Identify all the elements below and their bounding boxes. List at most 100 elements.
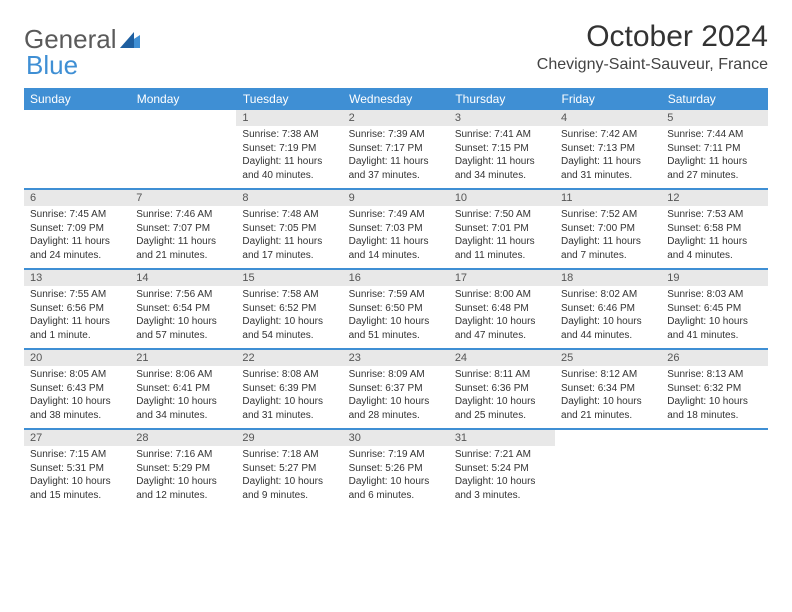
day-cell: Sunrise: 7:16 AMSunset: 5:29 PMDaylight:… [130, 446, 236, 508]
day-header: Sunday [24, 88, 130, 110]
day-cell: Sunrise: 7:56 AMSunset: 6:54 PMDaylight:… [130, 286, 236, 349]
daylight-text: Daylight: 10 hours and 57 minutes. [136, 315, 230, 342]
sunrise-text: Sunrise: 8:11 AM [455, 368, 549, 382]
sunset-text: Sunset: 6:45 PM [667, 302, 761, 316]
day-number-cell: 20 [24, 350, 130, 366]
daylight-text: Daylight: 10 hours and 31 minutes. [242, 395, 336, 422]
daylight-text: Daylight: 11 hours and 11 minutes. [455, 235, 549, 262]
sunset-text: Sunset: 6:39 PM [242, 382, 336, 396]
day-number-cell: 10 [449, 190, 555, 206]
day-number-cell: 31 [449, 430, 555, 446]
day-cell: Sunrise: 7:53 AMSunset: 6:58 PMDaylight:… [661, 206, 767, 269]
sunrise-text: Sunrise: 8:09 AM [349, 368, 443, 382]
sunset-text: Sunset: 6:58 PM [667, 222, 761, 236]
sunrise-text: Sunrise: 7:53 AM [667, 208, 761, 222]
sunset-text: Sunset: 5:24 PM [455, 462, 549, 476]
day-number-cell [130, 110, 236, 126]
day-number-cell: 30 [343, 430, 449, 446]
sunrise-text: Sunrise: 8:03 AM [667, 288, 761, 302]
daylight-text: Daylight: 10 hours and 44 minutes. [561, 315, 655, 342]
day-header: Friday [555, 88, 661, 110]
day-number-cell [24, 110, 130, 126]
daylight-text: Daylight: 11 hours and 24 minutes. [30, 235, 124, 262]
day-number-cell: 18 [555, 270, 661, 286]
day-cell: Sunrise: 8:11 AMSunset: 6:36 PMDaylight:… [449, 366, 555, 429]
day-content-row: Sunrise: 8:05 AMSunset: 6:43 PMDaylight:… [24, 366, 768, 429]
daylight-text: Daylight: 10 hours and 54 minutes. [242, 315, 336, 342]
day-number-cell: 21 [130, 350, 236, 366]
sunrise-text: Sunrise: 7:15 AM [30, 448, 124, 462]
day-cell: Sunrise: 8:03 AMSunset: 6:45 PMDaylight:… [661, 286, 767, 349]
sunset-text: Sunset: 5:29 PM [136, 462, 230, 476]
sunset-text: Sunset: 6:54 PM [136, 302, 230, 316]
sunset-text: Sunset: 6:43 PM [30, 382, 124, 396]
sunrise-text: Sunrise: 7:45 AM [30, 208, 124, 222]
day-number-cell: 24 [449, 350, 555, 366]
daylight-text: Daylight: 11 hours and 1 minute. [30, 315, 124, 342]
sunrise-text: Sunrise: 8:00 AM [455, 288, 549, 302]
day-cell: Sunrise: 7:58 AMSunset: 6:52 PMDaylight:… [236, 286, 342, 349]
day-cell: Sunrise: 8:08 AMSunset: 6:39 PMDaylight:… [236, 366, 342, 429]
day-number-row: 20212223242526 [24, 350, 768, 366]
sunrise-text: Sunrise: 7:59 AM [349, 288, 443, 302]
day-cell: Sunrise: 7:38 AMSunset: 7:19 PMDaylight:… [236, 126, 342, 189]
sunset-text: Sunset: 7:00 PM [561, 222, 655, 236]
sunrise-text: Sunrise: 7:38 AM [242, 128, 336, 142]
day-number-cell: 26 [661, 350, 767, 366]
daylight-text: Daylight: 10 hours and 9 minutes. [242, 475, 336, 502]
day-number-cell: 22 [236, 350, 342, 366]
sunrise-text: Sunrise: 8:05 AM [30, 368, 124, 382]
day-number-cell: 15 [236, 270, 342, 286]
sunrise-text: Sunrise: 8:06 AM [136, 368, 230, 382]
sunset-text: Sunset: 6:41 PM [136, 382, 230, 396]
daylight-text: Daylight: 10 hours and 38 minutes. [30, 395, 124, 422]
sunset-text: Sunset: 7:19 PM [242, 142, 336, 156]
day-header-row: SundayMondayTuesdayWednesdayThursdayFrid… [24, 88, 768, 110]
sunset-text: Sunset: 6:46 PM [561, 302, 655, 316]
day-header: Monday [130, 88, 236, 110]
sunrise-text: Sunrise: 8:02 AM [561, 288, 655, 302]
sunrise-text: Sunrise: 7:19 AM [349, 448, 443, 462]
daylight-text: Daylight: 10 hours and 28 minutes. [349, 395, 443, 422]
daylight-text: Daylight: 10 hours and 34 minutes. [136, 395, 230, 422]
day-number-row: 12345 [24, 110, 768, 126]
day-cell [24, 126, 130, 189]
day-number-cell: 13 [24, 270, 130, 286]
sunrise-text: Sunrise: 7:41 AM [455, 128, 549, 142]
sunrise-text: Sunrise: 7:52 AM [561, 208, 655, 222]
day-cell: Sunrise: 7:21 AMSunset: 5:24 PMDaylight:… [449, 446, 555, 508]
day-cell: Sunrise: 7:19 AMSunset: 5:26 PMDaylight:… [343, 446, 449, 508]
sunrise-text: Sunrise: 7:58 AM [242, 288, 336, 302]
daylight-text: Daylight: 11 hours and 37 minutes. [349, 155, 443, 182]
day-number-cell: 23 [343, 350, 449, 366]
sunrise-text: Sunrise: 8:12 AM [561, 368, 655, 382]
sunset-text: Sunset: 5:31 PM [30, 462, 124, 476]
day-number-cell: 4 [555, 110, 661, 126]
day-cell: Sunrise: 8:05 AMSunset: 6:43 PMDaylight:… [24, 366, 130, 429]
sunrise-text: Sunrise: 7:16 AM [136, 448, 230, 462]
daylight-text: Daylight: 10 hours and 41 minutes. [667, 315, 761, 342]
day-cell: Sunrise: 8:00 AMSunset: 6:48 PMDaylight:… [449, 286, 555, 349]
sunrise-text: Sunrise: 7:21 AM [455, 448, 549, 462]
day-number-cell [661, 430, 767, 446]
day-cell: Sunrise: 7:48 AMSunset: 7:05 PMDaylight:… [236, 206, 342, 269]
sunset-text: Sunset: 6:52 PM [242, 302, 336, 316]
sunrise-text: Sunrise: 7:49 AM [349, 208, 443, 222]
day-cell: Sunrise: 7:55 AMSunset: 6:56 PMDaylight:… [24, 286, 130, 349]
day-number-cell: 9 [343, 190, 449, 206]
day-number-cell: 14 [130, 270, 236, 286]
day-number-row: 6789101112 [24, 190, 768, 206]
daylight-text: Daylight: 11 hours and 17 minutes. [242, 235, 336, 262]
day-cell: Sunrise: 8:02 AMSunset: 6:46 PMDaylight:… [555, 286, 661, 349]
sunrise-text: Sunrise: 7:42 AM [561, 128, 655, 142]
sunset-text: Sunset: 7:13 PM [561, 142, 655, 156]
day-cell [661, 446, 767, 508]
daylight-text: Daylight: 10 hours and 15 minutes. [30, 475, 124, 502]
sunrise-text: Sunrise: 7:46 AM [136, 208, 230, 222]
daylight-text: Daylight: 10 hours and 47 minutes. [455, 315, 549, 342]
day-content-row: Sunrise: 7:15 AMSunset: 5:31 PMDaylight:… [24, 446, 768, 508]
daylight-text: Daylight: 10 hours and 12 minutes. [136, 475, 230, 502]
sunset-text: Sunset: 6:36 PM [455, 382, 549, 396]
sunrise-text: Sunrise: 7:44 AM [667, 128, 761, 142]
daylight-text: Daylight: 10 hours and 3 minutes. [455, 475, 549, 502]
